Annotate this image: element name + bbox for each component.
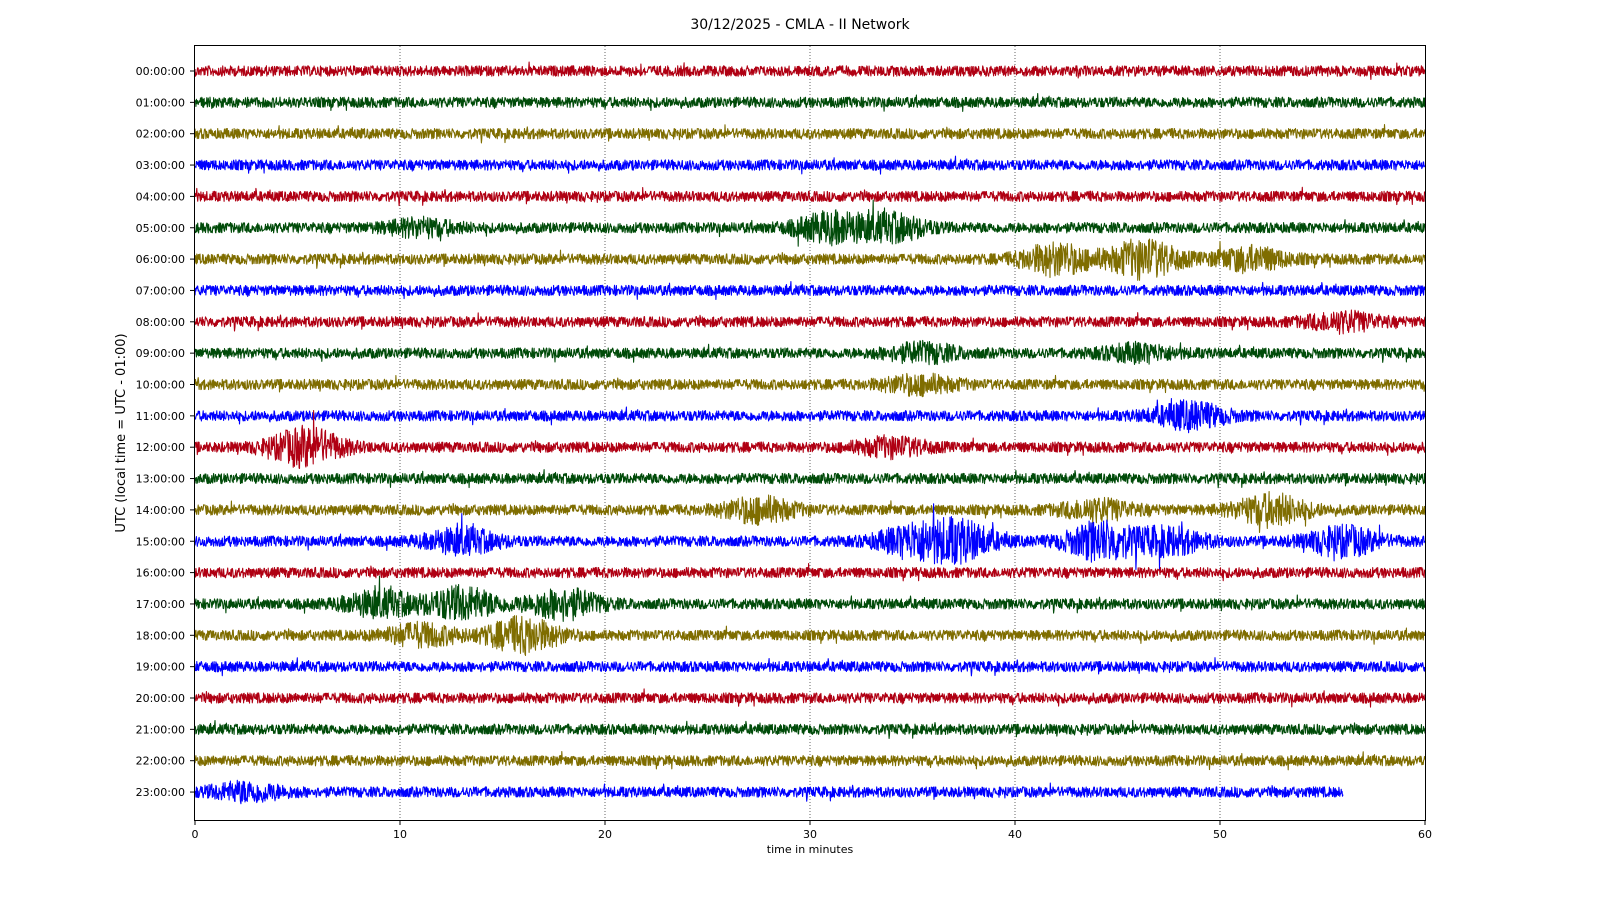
x-tick-label: 30 bbox=[803, 828, 817, 841]
y-tick-label: 07:00:00 bbox=[136, 284, 185, 297]
plot-frame bbox=[194, 45, 1426, 821]
y-tick-label: 09:00:00 bbox=[136, 347, 185, 360]
trace-11h bbox=[194, 397, 1426, 434]
trace-04h bbox=[194, 186, 1426, 207]
trace-01h bbox=[194, 92, 1426, 112]
trace-20h bbox=[194, 688, 1426, 708]
y-tick-label: 11:00:00 bbox=[136, 410, 185, 423]
trace-05h bbox=[194, 199, 1426, 247]
y-tick-label: 00:00:00 bbox=[136, 65, 185, 78]
y-axis-label: UTC (local time = UTC - 01:00) bbox=[114, 333, 129, 532]
trace-08h bbox=[194, 309, 1426, 335]
chart-title: 30/12/2025 - CMLA - II Network bbox=[690, 17, 910, 33]
trace-group bbox=[194, 61, 1426, 805]
trace-21h bbox=[194, 719, 1426, 740]
x-tick-label: 20 bbox=[598, 828, 612, 841]
y-tick-labels: 00:00:00 01:00:00 02:00:00 03:00:00 04:00:00… bbox=[136, 65, 195, 799]
trace-03h bbox=[194, 155, 1426, 175]
y-tick-label: 10:00:00 bbox=[136, 379, 185, 392]
trace-07h bbox=[194, 281, 1426, 301]
y-tick-label: 05:00:00 bbox=[136, 222, 185, 235]
trace-15h bbox=[194, 503, 1426, 571]
y-tick-label: 14:00:00 bbox=[136, 504, 185, 517]
grid-lines bbox=[399, 46, 1221, 820]
trace-10h bbox=[194, 372, 1426, 398]
y-tick-label: 16:00:00 bbox=[136, 567, 185, 580]
trace-17h bbox=[194, 575, 1426, 622]
x-tick-label: 50 bbox=[1213, 828, 1227, 841]
y-tick-label: 04:00:00 bbox=[136, 190, 185, 203]
y-tick-label: 23:00:00 bbox=[136, 786, 185, 799]
y-tick-label: 13:00:00 bbox=[136, 473, 185, 486]
y-tick-label: 17:00:00 bbox=[136, 598, 185, 611]
trace-02h bbox=[194, 124, 1426, 144]
y-tick-label: 21:00:00 bbox=[136, 723, 185, 736]
x-tick-label: 40 bbox=[1008, 828, 1022, 841]
y-tick-label: 20:00:00 bbox=[136, 692, 185, 705]
y-tick-label: 22:00:00 bbox=[136, 755, 185, 768]
trace-18h bbox=[194, 615, 1426, 657]
trace-12h bbox=[194, 409, 1426, 469]
trace-09h bbox=[194, 339, 1426, 366]
x-axis-label: time in minutes bbox=[767, 843, 854, 856]
y-tick-label: 15:00:00 bbox=[136, 535, 185, 548]
y-tick-label: 01:00:00 bbox=[136, 96, 185, 109]
trace-00h bbox=[194, 61, 1426, 80]
y-tick-label: 06:00:00 bbox=[136, 253, 185, 266]
trace-16h bbox=[194, 562, 1426, 582]
trace-14h bbox=[194, 491, 1426, 534]
trace-19h bbox=[194, 657, 1426, 677]
x-tick-label: 60 bbox=[1418, 828, 1432, 841]
x-tick-label: 10 bbox=[393, 828, 407, 841]
y-tick-label: 12:00:00 bbox=[136, 441, 185, 454]
trace-06h bbox=[194, 238, 1426, 281]
y-tick-label: 19:00:00 bbox=[136, 661, 185, 674]
x-tick-labels: 0 10 20 30 40 50 60 bbox=[192, 820, 1432, 841]
trace-22h bbox=[194, 751, 1426, 771]
trace-23h bbox=[194, 779, 1344, 805]
y-tick-label: 08:00:00 bbox=[136, 316, 185, 329]
trace-13h bbox=[194, 469, 1426, 489]
x-tick-label: 0 bbox=[192, 828, 199, 841]
y-tick-label: 03:00:00 bbox=[136, 159, 185, 172]
y-tick-label: 18:00:00 bbox=[136, 629, 185, 642]
y-tick-label: 02:00:00 bbox=[136, 128, 185, 141]
